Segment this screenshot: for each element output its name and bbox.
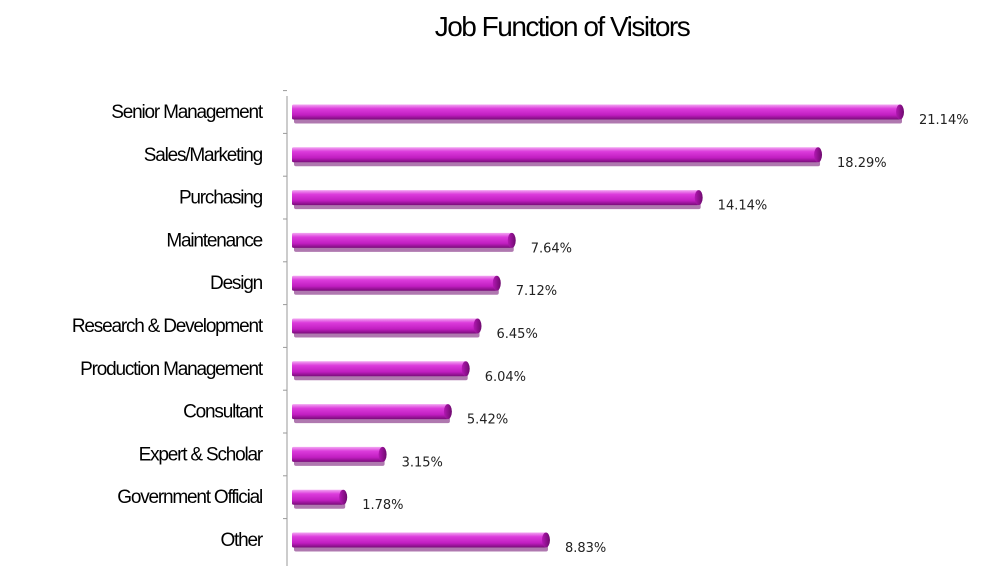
bar [292, 104, 904, 124]
bar [292, 318, 482, 338]
category-label: Research & Development [72, 316, 264, 337]
category-label: Sales/Marketing [144, 145, 263, 166]
category-label: Design [210, 273, 263, 294]
bar [292, 489, 348, 509]
bar [292, 232, 516, 252]
value-label: 14.14% [718, 199, 768, 214]
bar [292, 446, 387, 466]
bar [292, 275, 501, 295]
value-label: 7.64% [531, 241, 572, 256]
value-label: 18.29% [837, 156, 887, 171]
bars-group [292, 104, 904, 552]
chart-title: Job Function of Visitors [435, 11, 690, 42]
category-label: Government Official [117, 487, 262, 508]
y-axis-ticks [283, 90, 287, 520]
value-label: 8.83% [565, 541, 606, 556]
value-label: 21.14% [919, 113, 969, 128]
value-label: 6.04% [485, 370, 526, 385]
category-label: Production Management [80, 359, 264, 380]
category-label: Expert & Scholar [139, 444, 264, 465]
value-label: 7.12% [516, 284, 557, 299]
category-label: Senior Management [111, 102, 264, 123]
value-label: 5.42% [467, 413, 508, 428]
category-label: Maintenance [166, 230, 262, 251]
bar [292, 190, 703, 210]
bar [292, 147, 823, 167]
bar [292, 532, 550, 552]
category-label: Other [220, 530, 263, 551]
value-labels: 21.14% 18.29% 14.14% 7.64% 7.12% 6.45% 6.04% 5.… [362, 113, 968, 556]
bar [292, 361, 470, 381]
category-label: Consultant [183, 402, 264, 423]
category-label: Purchasing [179, 188, 263, 209]
value-label: 6.45% [497, 327, 538, 342]
value-label: 3.15% [402, 455, 443, 470]
category-labels: Senior Management Sales/Marketing Purchasi… [72, 102, 265, 551]
bar [292, 404, 452, 424]
value-label: 1.78% [362, 498, 403, 513]
